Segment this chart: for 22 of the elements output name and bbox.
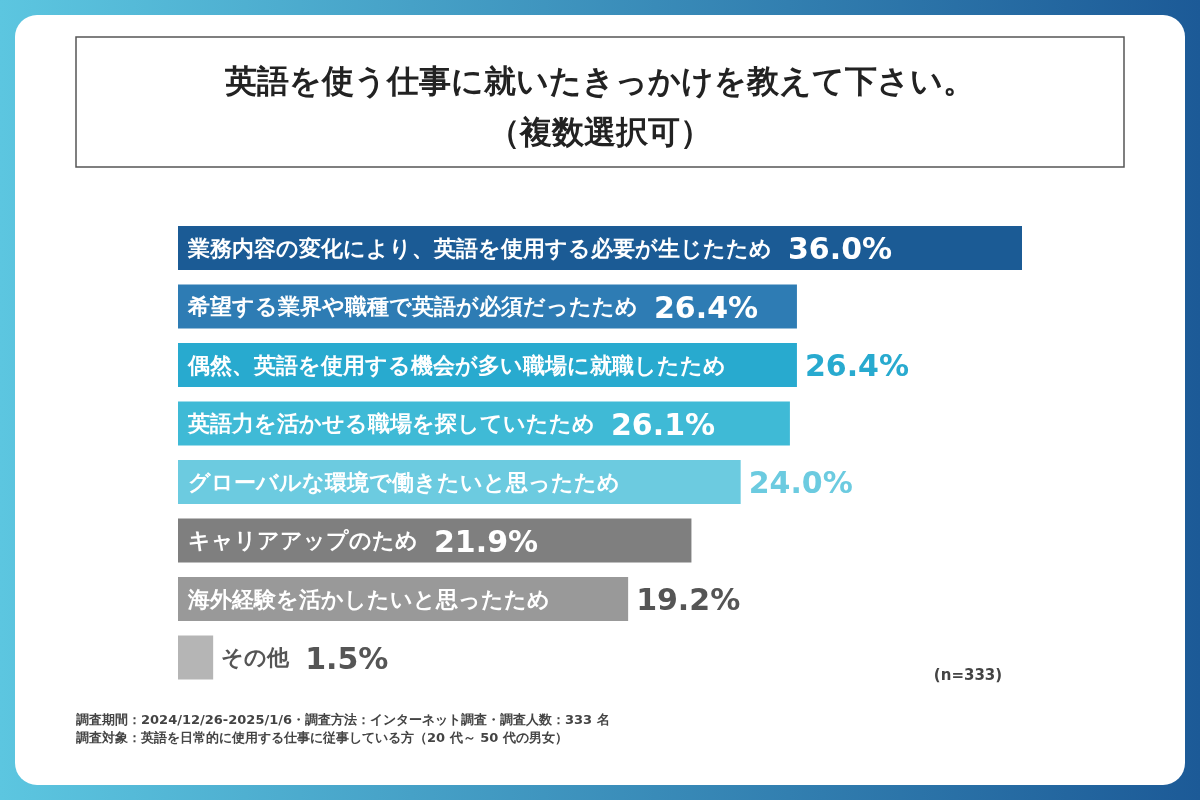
y-tick-label: 英語力を活かせる職場を探していたため	[187, 411, 595, 437]
data-label: 26.4%	[654, 289, 759, 325]
y-tick-label: グローバルな環境で働きたいと思ったため	[188, 469, 620, 495]
bar	[178, 635, 214, 680]
y-tick-label: 業務内容の変化により、英語を使用する必要が生じたため	[187, 235, 772, 261]
y-tick-label: 偶然、英語を使用する機会が多い職場に就職したため	[187, 352, 726, 378]
y-tick-label: 希望する業界や職種で英語が必須だったため	[187, 294, 638, 320]
chart-title: 英語を使う仕事に就いたきっかけを教えて下さい。	[224, 62, 975, 100]
y-tick-label: キャリアアップのため	[188, 528, 418, 554]
chart-subtitle: （複数選択可）	[488, 113, 712, 151]
text: 調査対象：英語を日常的に使用する仕事に従事している方（20 代～ 50 代の男女）	[76, 730, 568, 745]
text: 調査期間：2024/12/26-2025/1/6・調査方法：インターネット調査・調査人数：333 名	[76, 712, 610, 727]
annotation: (n=333)	[933, 666, 1003, 684]
data-label: 21.9%	[434, 523, 539, 559]
data-label: 26.4%	[804, 348, 910, 383]
data-label: 19.2%	[636, 582, 741, 617]
y-tick-label: その他	[221, 645, 291, 671]
data-label: 24.0%	[748, 465, 853, 500]
y-tick-label: 海外経験を活かしたいと思ったため	[187, 586, 550, 612]
data-label: 36.0%	[788, 231, 893, 266]
data-label: 1.5%	[305, 640, 389, 676]
data-label: 26.1%	[611, 406, 716, 442]
